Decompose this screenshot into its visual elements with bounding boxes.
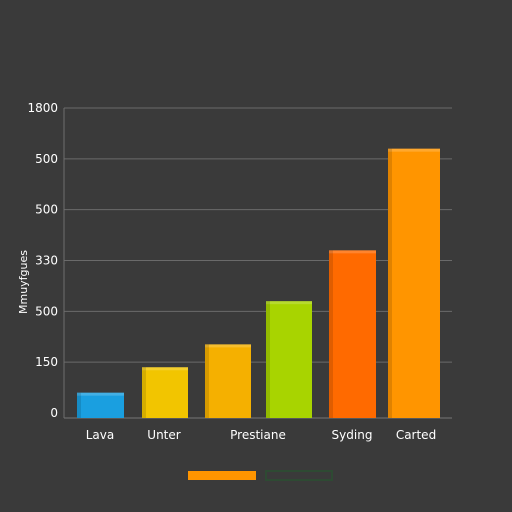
bar-side-shade [388, 148, 392, 418]
x-category-label: Unter [147, 428, 180, 442]
bars [77, 148, 440, 418]
legend-swatch [188, 471, 256, 480]
y-tick-label: 0 [50, 406, 58, 420]
y-axis-label: Mmuyfgues [17, 250, 30, 314]
bar-top-highlight [205, 344, 251, 348]
bar-top-highlight [142, 367, 188, 371]
bar-body [77, 392, 124, 418]
x-category-labels: Lava Unter Prestiane Syding Carted [86, 428, 436, 442]
y-tick-label: 500 [35, 304, 58, 318]
legend [188, 470, 333, 481]
bar [266, 301, 312, 418]
bar-top-highlight [329, 250, 376, 254]
x-category-label: Syding [332, 428, 373, 442]
y-tick-label: 330 [35, 254, 58, 268]
bar-side-shade [205, 344, 209, 418]
y-tick-label: 500 [35, 203, 58, 217]
bar-body [329, 250, 376, 418]
grid-lines [64, 107, 452, 419]
x-category-label: Carted [396, 428, 436, 442]
bar-top-highlight [77, 392, 124, 396]
x-category-label: Prestiane [230, 428, 286, 442]
bar-body [205, 344, 251, 418]
bar-top-highlight [388, 148, 440, 152]
y-tick-label: 150 [35, 355, 58, 369]
bar [329, 250, 376, 418]
bar-side-shade [266, 301, 270, 418]
bar-side-shade [329, 250, 333, 418]
bar [142, 367, 188, 418]
bar-side-shade [77, 392, 81, 418]
legend-swatch [265, 470, 333, 481]
bar-body [266, 301, 312, 418]
y-tick-labels: 0 150 500 330 500 500 1800 [27, 101, 58, 420]
y-tick-label: 500 [35, 152, 58, 166]
x-category-label: Lava [86, 428, 115, 442]
bar-side-shade [142, 367, 146, 418]
bar [77, 392, 124, 418]
y-tick-label: 1800 [27, 101, 58, 115]
bar-body [388, 148, 440, 418]
bar-top-highlight [266, 301, 312, 305]
bar [205, 344, 251, 418]
bar [388, 148, 440, 418]
bar-body [142, 367, 188, 418]
